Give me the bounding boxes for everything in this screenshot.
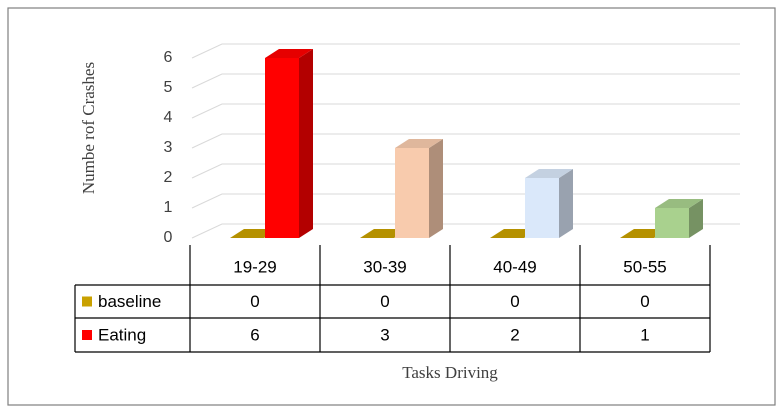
table-value: 2 xyxy=(510,325,519,344)
grid-line xyxy=(191,103,740,119)
bar xyxy=(265,58,299,238)
table-value: 0 xyxy=(250,292,259,311)
table-value: 0 xyxy=(640,292,649,311)
bar-side xyxy=(429,139,443,238)
table-value: 0 xyxy=(510,292,519,311)
bar-side xyxy=(689,199,703,238)
table-value: 6 xyxy=(250,325,259,344)
y-tick-label: 5 xyxy=(164,79,173,96)
y-tick-label: 3 xyxy=(164,139,173,156)
legend-label: baseline xyxy=(98,292,161,311)
grid-line xyxy=(191,133,740,149)
grid-line xyxy=(191,43,740,59)
y-tick-label: 2 xyxy=(164,169,173,186)
grid-line xyxy=(191,163,740,179)
y-tick-label: 6 xyxy=(164,49,173,66)
y-axis-label: Numbe rof Crashes xyxy=(79,62,98,194)
x-tick-label: 30-39 xyxy=(363,257,406,276)
x-axis-label: Tasks Driving xyxy=(402,363,498,382)
x-tick-label: 50-55 xyxy=(623,257,666,276)
y-tick-label: 0 xyxy=(164,229,173,246)
table-value: 1 xyxy=(640,325,649,344)
grid-line xyxy=(191,73,740,89)
x-tick-label: 40-49 xyxy=(493,257,536,276)
bar-top xyxy=(655,199,703,208)
bar xyxy=(655,208,689,238)
table-value: 3 xyxy=(380,325,389,344)
bar-side xyxy=(559,169,573,238)
y-tick-label: 1 xyxy=(164,199,173,216)
table-value: 0 xyxy=(380,292,389,311)
bar-top xyxy=(525,169,573,178)
bar-side xyxy=(299,49,313,238)
bar-top xyxy=(395,139,443,148)
legend-label: Eating xyxy=(98,325,146,344)
bar xyxy=(395,148,429,238)
x-tick-label: 19-29 xyxy=(233,257,276,276)
legend-swatch xyxy=(82,296,92,307)
bar-top xyxy=(265,49,313,58)
legend-swatch xyxy=(82,330,92,340)
bar xyxy=(525,178,559,238)
y-tick-label: 4 xyxy=(164,109,173,126)
